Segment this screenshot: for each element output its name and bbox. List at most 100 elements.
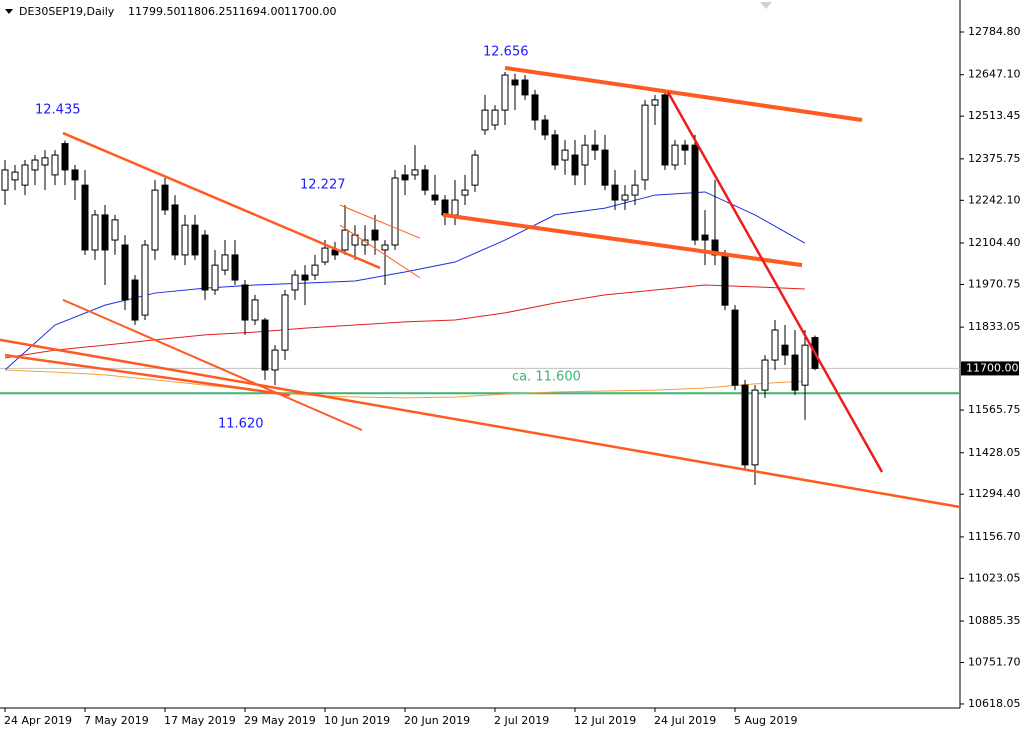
candle-body bbox=[511, 79, 519, 86]
candle-body bbox=[731, 309, 739, 386]
trendline bbox=[504, 65, 863, 122]
y-tick-label: 12375.75 bbox=[968, 152, 1021, 165]
candle-body bbox=[301, 274, 309, 281]
candle-body bbox=[561, 149, 569, 161]
candle-body bbox=[181, 224, 189, 256]
x-tick-label: 17 May 2019 bbox=[164, 714, 236, 727]
candle-body bbox=[391, 177, 399, 246]
candle-body bbox=[681, 144, 689, 151]
y-tick-label: 11833.05 bbox=[968, 320, 1021, 333]
candle-body bbox=[771, 329, 779, 361]
candle-body bbox=[361, 239, 369, 246]
candle-body bbox=[441, 199, 449, 216]
candle-body bbox=[701, 234, 709, 241]
candle-body bbox=[191, 224, 199, 256]
x-tick-label: 24 Apr 2019 bbox=[4, 714, 72, 727]
last-price-box bbox=[961, 361, 1019, 376]
annotation: ca. 11.600 bbox=[512, 370, 581, 385]
candle-body bbox=[71, 169, 79, 181]
candle-body bbox=[131, 279, 139, 321]
annotation: 12.435 bbox=[35, 103, 81, 118]
candle-body bbox=[631, 184, 639, 196]
candle-body bbox=[291, 274, 299, 291]
candle-body bbox=[501, 74, 509, 111]
candle-body bbox=[461, 189, 469, 196]
candle-body bbox=[41, 157, 49, 166]
candle-body bbox=[161, 184, 169, 211]
trendline bbox=[4, 353, 291, 397]
candle-body bbox=[491, 109, 499, 126]
candle-body bbox=[261, 319, 269, 371]
candle-body bbox=[531, 94, 539, 121]
candle-body bbox=[591, 144, 599, 151]
candle-body bbox=[201, 234, 209, 291]
moving-average bbox=[4, 284, 806, 359]
annotation: 12.227 bbox=[300, 178, 346, 193]
candle-body bbox=[431, 194, 439, 201]
trendline bbox=[0, 338, 961, 509]
candle-body bbox=[451, 199, 459, 216]
trendline bbox=[442, 212, 803, 268]
chart-title: DE30SEP19,Daily bbox=[19, 5, 115, 18]
candle-body bbox=[641, 104, 649, 181]
annotation: 11.620 bbox=[218, 417, 264, 432]
candle-body bbox=[171, 204, 179, 256]
candle-body bbox=[601, 149, 609, 186]
trendline bbox=[62, 298, 363, 432]
last-price-label: 11700.00 bbox=[966, 361, 1019, 374]
candle-body bbox=[421, 169, 429, 191]
trendline bbox=[666, 91, 884, 473]
y-tick-label: 11294.40 bbox=[968, 487, 1021, 500]
candle-body bbox=[11, 171, 19, 181]
y-tick-label: 12784.80 bbox=[968, 25, 1021, 38]
candle-body bbox=[111, 219, 119, 241]
candle-body bbox=[31, 159, 39, 171]
candle-body bbox=[211, 264, 219, 291]
x-tick-label: 20 Jun 2019 bbox=[404, 714, 470, 727]
x-tick-label: 24 Jul 2019 bbox=[654, 714, 716, 727]
ohlc-value: 11694.00 bbox=[232, 5, 285, 18]
candle-body bbox=[581, 144, 589, 166]
y-tick-label: 11970.75 bbox=[968, 277, 1021, 290]
candle-body bbox=[551, 134, 559, 166]
candle-body bbox=[751, 389, 759, 466]
candle-body bbox=[311, 264, 319, 276]
x-tick-label: 10 Jun 2019 bbox=[324, 714, 390, 727]
ohlc-value: 11700.00 bbox=[284, 5, 337, 18]
candle-body bbox=[521, 79, 529, 96]
candle-body bbox=[471, 154, 479, 186]
candle-body bbox=[671, 144, 679, 166]
x-tick-label: 12 Jul 2019 bbox=[574, 714, 636, 727]
candle-body bbox=[481, 109, 489, 131]
candle-body bbox=[761, 359, 769, 391]
candle-body bbox=[401, 174, 409, 181]
candle-body bbox=[621, 194, 629, 201]
y-tick-label: 11428.05 bbox=[968, 446, 1021, 459]
ohlc-value: 11806.25 bbox=[180, 5, 233, 18]
y-tick-label: 12647.10 bbox=[968, 68, 1021, 81]
candle-body bbox=[661, 94, 669, 166]
candle-body bbox=[1, 169, 9, 191]
candle-body bbox=[741, 384, 749, 466]
annotation: 12.656 bbox=[483, 45, 529, 60]
candle-body bbox=[801, 344, 809, 386]
scroll-marker bbox=[760, 2, 772, 9]
x-tick-label: 2 Jul 2019 bbox=[494, 714, 549, 727]
candle-body bbox=[61, 143, 69, 171]
y-tick-label: 11156.70 bbox=[968, 530, 1021, 543]
trendline bbox=[62, 131, 381, 270]
x-tick-label: 7 May 2019 bbox=[84, 714, 149, 727]
y-tick-label: 10885.35 bbox=[968, 614, 1021, 627]
x-tick-label: 29 May 2019 bbox=[244, 714, 316, 727]
candle-body bbox=[21, 164, 29, 186]
candle-body bbox=[281, 294, 289, 351]
y-tick-label: 10618.05 bbox=[968, 697, 1021, 710]
candle-body bbox=[91, 214, 99, 251]
y-tick-label: 12513.45 bbox=[968, 109, 1021, 122]
candle-body bbox=[381, 244, 389, 251]
candle-body bbox=[791, 354, 799, 391]
candle-body bbox=[611, 184, 619, 201]
